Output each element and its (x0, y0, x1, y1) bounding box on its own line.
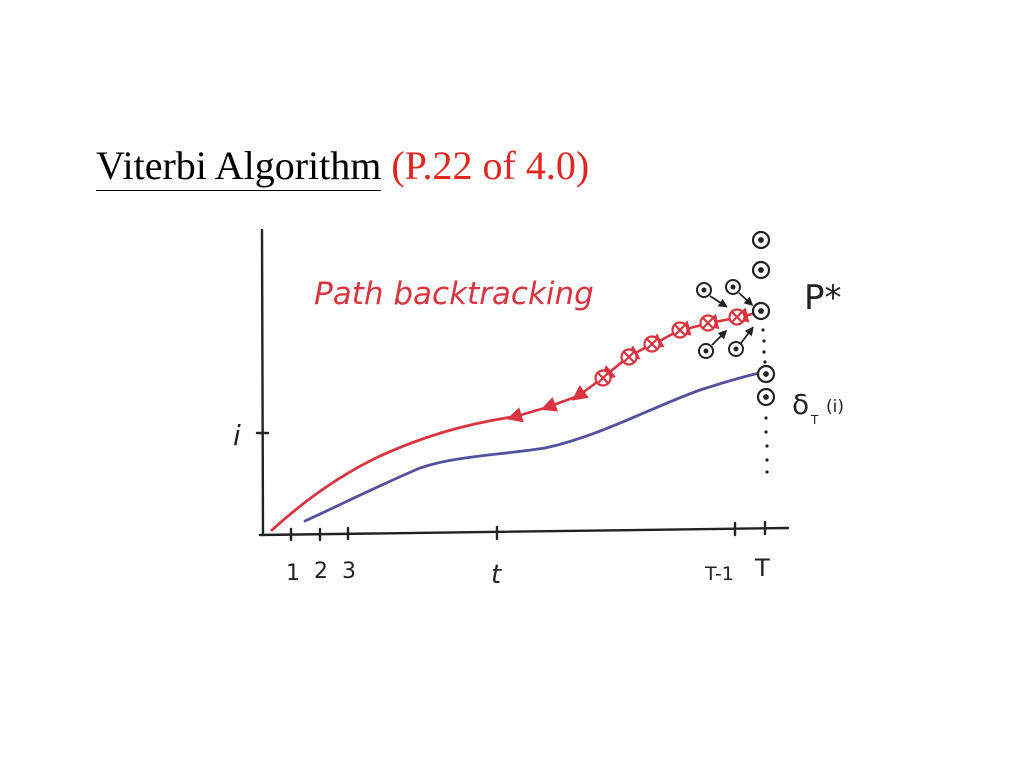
state-node (696, 282, 712, 298)
x-axis (258, 526, 790, 537)
y-axis-label: i (233, 419, 241, 452)
x-tick-label-3: 3 (342, 559, 356, 584)
x-tick-label-t: t (491, 560, 502, 590)
delta-symbol: δ (792, 388, 809, 421)
state-node (751, 230, 771, 250)
slide-title-row: Viterbi Algorithm (P.22 of 4.0) (96, 142, 589, 191)
delta-argument: (i) (826, 397, 844, 417)
state-node (728, 341, 744, 357)
backtrack-node (728, 308, 746, 326)
final-state-column (751, 230, 776, 407)
backtrack-node (643, 335, 661, 353)
backtrack-node (699, 314, 717, 332)
transition-arrow (711, 329, 728, 346)
x-tick-label-1: 1 (286, 561, 300, 586)
x-tick-label-T: T (754, 554, 770, 582)
diagram-caption: Path backtracking (314, 276, 594, 312)
backtrack-arrows (506, 307, 762, 423)
state-path-curve (303, 370, 766, 523)
delta-subscript: T (810, 413, 819, 427)
best-path-curve (270, 415, 514, 532)
backtrack-node (671, 321, 689, 339)
best-path-label: P* (804, 278, 842, 318)
slide-title: Viterbi Algorithm (96, 142, 382, 191)
previous-state-nodes (696, 279, 744, 359)
delta-label: δ T (i) (792, 388, 844, 427)
state-node (698, 343, 714, 359)
x-tick-label-T-1: T-1 (704, 563, 734, 585)
transition-arrows (709, 292, 754, 346)
state-node (756, 364, 776, 384)
backtrack-arrow (506, 405, 550, 423)
transition-arrow (738, 292, 754, 307)
x-tick-label-2: 2 (314, 559, 328, 584)
state-node (756, 387, 776, 407)
state-node (725, 279, 741, 295)
backtrack-node (620, 348, 638, 366)
state-node (751, 260, 771, 280)
best-final-state-node (751, 301, 771, 321)
transition-arrow (740, 326, 754, 344)
slide-reference: (P.22 of 4.0) (391, 143, 590, 188)
transition-arrow (709, 295, 728, 308)
ellipsis-dots (761, 328, 769, 474)
backtrack-nodes (594, 308, 746, 387)
y-axis (260, 228, 265, 537)
backtrack-node (594, 369, 612, 387)
axes (255, 228, 790, 542)
backtrack-arrow (540, 394, 580, 412)
